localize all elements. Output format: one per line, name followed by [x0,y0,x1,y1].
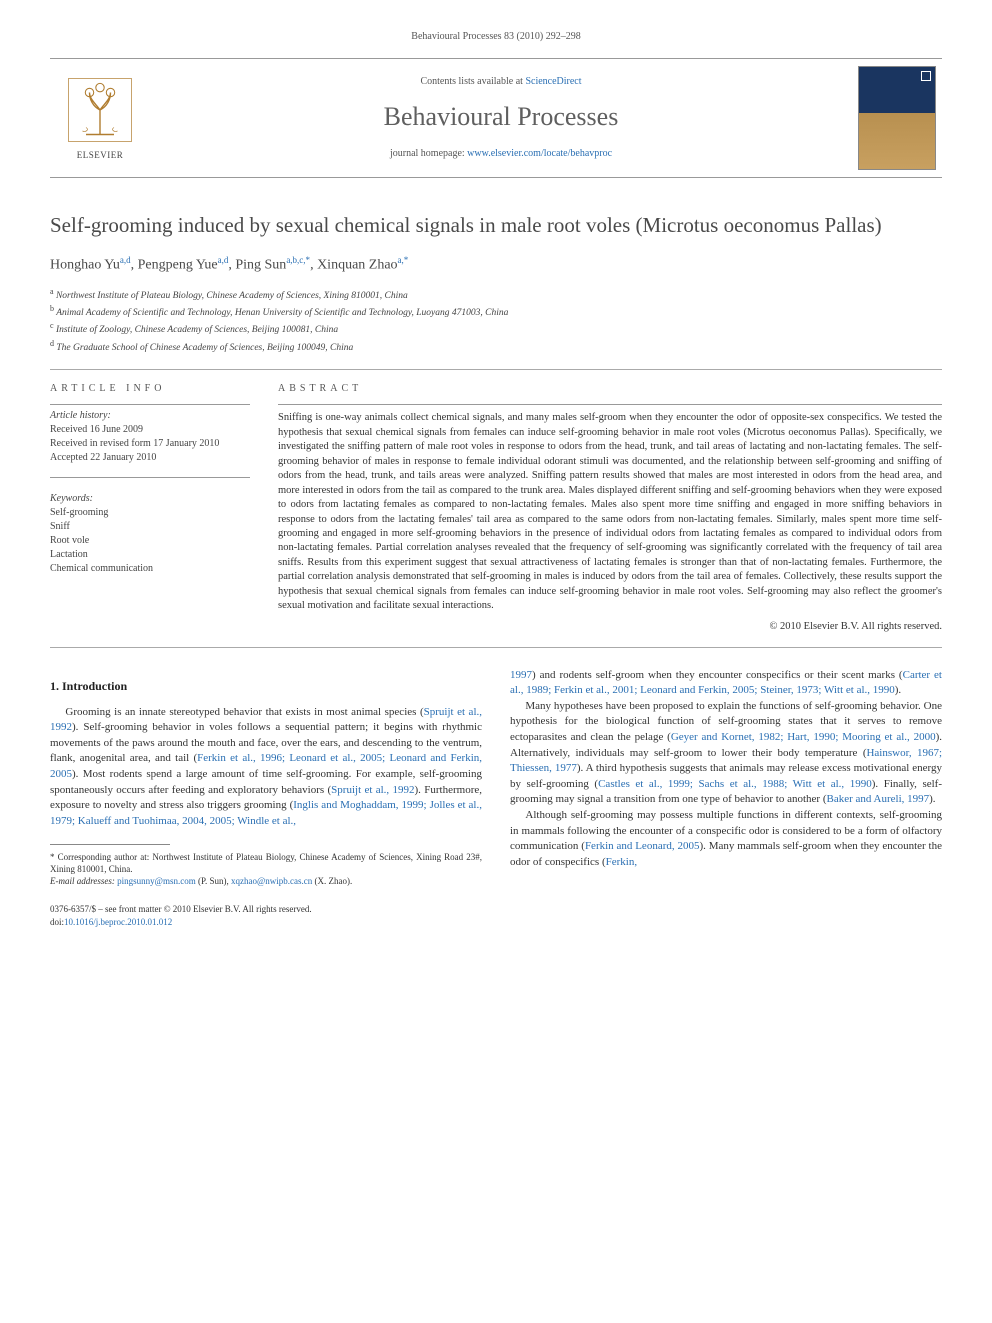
article-title-text: Self-grooming induced by sexual chemical… [50,213,882,237]
keyword-item: Self-grooming [50,506,250,520]
email-line: E-mail addresses: pingsunny@msn.com (P. … [50,875,482,887]
cover-thumb-block [852,59,942,177]
page-footer: 0376-6357/$ – see front matter © 2010 El… [50,903,942,928]
publisher-logo-block: ELSEVIER [50,59,150,177]
keyword-item: Root vole [50,534,250,548]
email-label: E-mail addresses: [50,876,117,886]
affiliation-line: b Animal Academy of Scientific and Techn… [50,303,942,320]
text: ). [895,684,901,696]
sciencedirect-link[interactable]: ScienceDirect [525,76,581,87]
elsevier-wordmark: ELSEVIER [56,149,144,162]
history-accepted: Accepted 22 January 2010 [50,451,250,465]
abstract-label: abstract [278,382,942,396]
keyword-item: Chemical communication [50,562,250,576]
section-1-heading: 1. Introduction [50,678,482,695]
banner-center: Contents lists available at ScienceDirec… [150,59,852,177]
intro-para-2: Many hypotheses have been proposed to ex… [510,699,942,808]
journal-homepage-link[interactable]: www.elsevier.com/locate/behavproc [467,148,612,159]
text: ). [929,793,935,805]
corresponding-author-footnote: * Corresponding author at: Northwest Ins… [50,851,482,887]
copyright-line: © 2010 Elsevier B.V. All rights reserved… [278,620,942,635]
intro-para-3: Although self-grooming may possess multi… [510,808,942,870]
citation-link[interactable]: Castles et al., 1999; Sachs et al., 1988… [598,778,872,790]
homepage-line: journal homepage: www.elsevier.com/locat… [150,147,852,161]
journal-title: Behavioural Processes [150,99,852,135]
citation-link[interactable]: Geyer and Kornet, 1982; Hart, 1990; Moor… [671,731,936,743]
divider [50,477,250,478]
affiliation-line: d The Graduate School of Chinese Academy… [50,338,942,355]
abstract-text: Sniffing is one-way animals collect chem… [278,411,942,614]
article-info-panel: article info Article history: Received 1… [50,382,250,634]
footnote-separator [50,844,170,845]
journal-banner: ELSEVIER Contents lists available at Sci… [50,58,942,178]
citation-link[interactable]: Ferkin and Leonard, 2005 [585,840,700,852]
doi-label: doi: [50,917,64,927]
affiliation-line: c Institute of Zoology, Chinese Academy … [50,320,942,337]
doi-link[interactable]: 10.1016/j.beproc.2010.01.012 [64,917,172,927]
doi-line: doi:10.1016/j.beproc.2010.01.012 [50,916,942,929]
article-meta-block: article info Article history: Received 1… [50,369,942,647]
author-list: Honghao Yua,d, Pengpeng Yuea,d, Ping Sun… [50,254,942,275]
email-who-2: (X. Zhao). [312,876,352,886]
history-received: Received 16 June 2009 [50,423,250,437]
keywords-list: Self-groomingSniffRoot voleLactationChem… [50,506,250,576]
abstract-panel: abstract Sniffing is one-way animals col… [278,382,942,634]
divider [278,404,942,405]
text: Grooming is an innate stereotyped behavi… [65,706,423,718]
journal-cover-icon [858,66,936,170]
elsevier-tree-icon [65,75,135,145]
citation-link[interactable]: Baker and Aureli, 1997 [826,793,929,805]
homepage-prefix: journal homepage: [390,148,467,159]
keyword-item: Lactation [50,548,250,562]
keyword-item: Sniff [50,520,250,534]
article-info-label: article info [50,382,250,396]
email-who-1: (P. Sun), [196,876,231,886]
intro-para-1-cont: 1997) and rodents self-groom when they e… [510,668,942,699]
history-title: Article history: [50,409,250,423]
citation-link[interactable]: 1997 [510,669,532,681]
contents-available-line: Contents lists available at ScienceDirec… [150,75,852,89]
corr-author-text: * Corresponding author at: Northwest Ins… [50,851,482,875]
keywords-title: Keywords: [50,492,250,506]
citation-link[interactable]: Spruijt et al., 1992 [331,784,414,796]
contents-prefix: Contents lists available at [420,76,525,87]
text: ) and rodents self-groom when they encou… [532,669,903,681]
divider [50,404,250,405]
front-matter-line: 0376-6357/$ – see front matter © 2010 El… [50,903,942,916]
article-title: Self-grooming induced by sexual chemical… [50,212,942,238]
citation-link[interactable]: Ferkin, [606,856,637,868]
body-columns: 1. Introduction Grooming is an innate st… [50,668,942,887]
intro-para-1: Grooming is an innate stereotyped behavi… [50,705,482,830]
affiliation-line: a Northwest Institute of Plateau Biology… [50,286,942,303]
affiliations: a Northwest Institute of Plateau Biology… [50,286,942,356]
email-link-1[interactable]: pingsunny@msn.com [117,876,196,886]
running-header: Behavioural Processes 83 (2010) 292–298 [50,30,942,44]
email-link-2[interactable]: xqzhao@nwipb.cas.cn [231,876,312,886]
history-revised: Received in revised form 17 January 2010 [50,437,250,451]
